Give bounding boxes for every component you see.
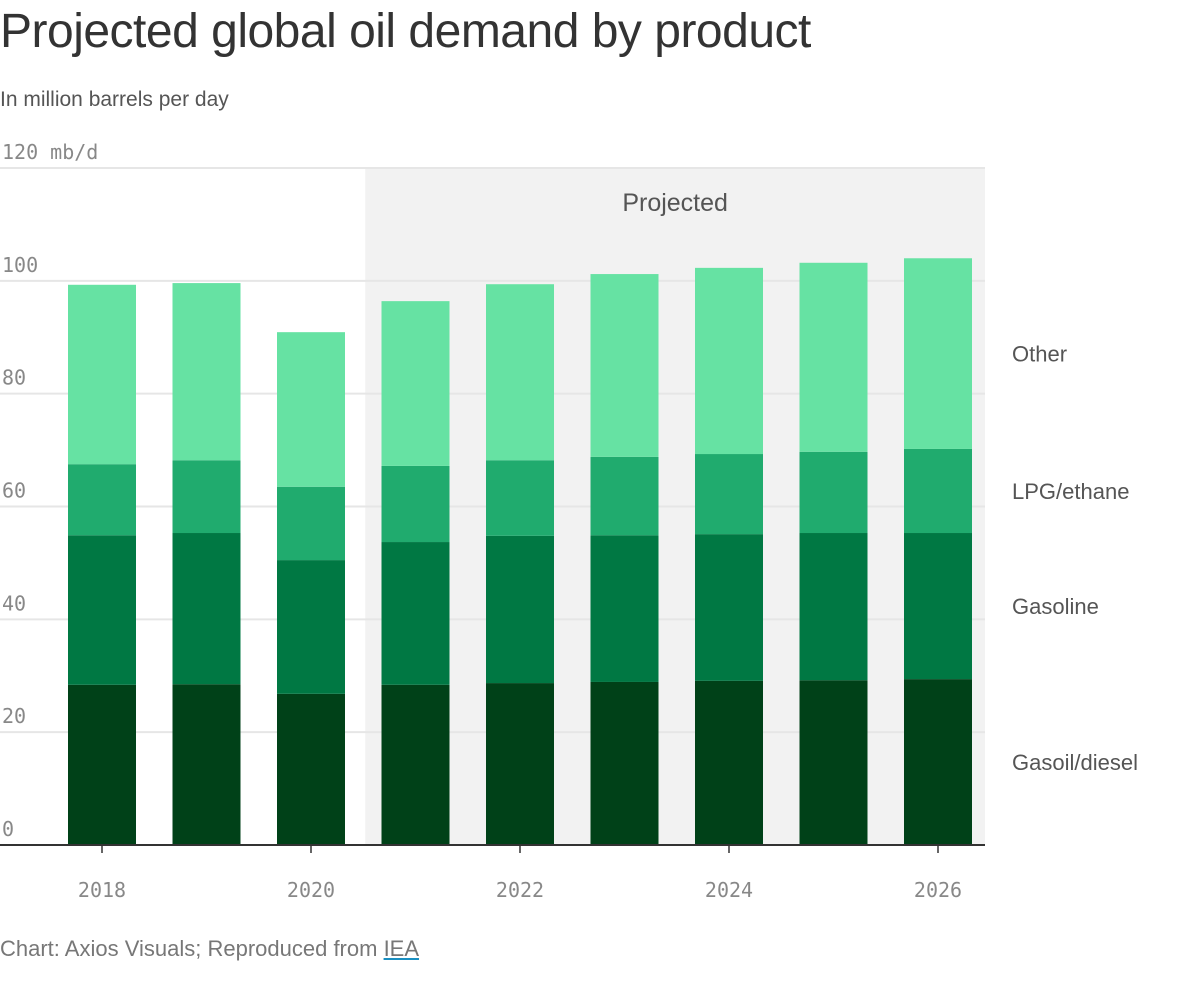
bar-segment-other-2018 — [68, 284, 136, 465]
y-tick-label: 80 — [2, 366, 26, 390]
bar-segment-gasoline-2021 — [381, 542, 450, 685]
bar-segment-gasoil-diesel-2018 — [68, 684, 136, 845]
bar-segment-lpg-ethane-2025 — [799, 451, 868, 534]
bar-segment-gasoil-diesel-2026 — [904, 679, 972, 845]
legend-label: Other — [1012, 342, 1067, 367]
bar-segment-other-2021 — [381, 301, 450, 466]
y-tick-label: 0 — [2, 817, 14, 841]
bar-segment-other-2022 — [486, 284, 554, 461]
bar-segment-other-2020 — [277, 332, 345, 487]
bar-segment-lpg-ethane-2019 — [172, 460, 241, 534]
bar-segment-lpg-ethane-2021 — [381, 465, 450, 543]
bar-segment-gasoil-diesel-2019 — [172, 684, 241, 845]
bar-segment-gasoil-diesel-2020 — [277, 693, 345, 845]
bar-segment-lpg-ethane-2022 — [486, 460, 554, 536]
y-tick-label: 20 — [2, 704, 26, 728]
bar-segment-gasoil-diesel-2023 — [590, 681, 659, 845]
source-note: Chart: Axios Visuals; Reproduced from IE… — [0, 936, 419, 962]
bar-segment-lpg-ethane-2024 — [695, 454, 763, 535]
bar-segment-gasoline-2023 — [590, 535, 659, 682]
bar-segment-lpg-ethane-2026 — [904, 448, 972, 534]
legend-label: Gasoil/diesel — [1012, 750, 1138, 775]
source-link[interactable]: IEA — [383, 936, 420, 961]
bar-segment-gasoline-2024 — [695, 534, 763, 681]
bar-segment-gasoline-2018 — [68, 535, 136, 685]
chart-subtitle: In million barrels per day — [0, 88, 229, 111]
x-tick-label: 2022 — [496, 878, 544, 902]
bar-segment-gasoline-2020 — [277, 560, 345, 694]
legend-label: Gasoline — [1012, 594, 1099, 619]
bar-segment-lpg-ethane-2018 — [68, 464, 136, 536]
bar-segment-gasoil-diesel-2022 — [486, 683, 554, 845]
y-tick-label: 120 mb/d — [2, 140, 98, 164]
bar-segment-lpg-ethane-2020 — [277, 486, 345, 561]
bar-segment-other-2025 — [799, 262, 868, 452]
bar-segment-other-2024 — [695, 267, 763, 455]
x-tick-label: 2026 — [914, 878, 962, 902]
bar-segment-gasoil-diesel-2025 — [799, 680, 868, 845]
bar-segment-gasoline-2026 — [904, 533, 972, 680]
y-tick-label: 60 — [2, 479, 26, 503]
x-tick-label: 2024 — [705, 878, 753, 902]
legend-label: LPG/ethane — [1012, 479, 1129, 504]
bar-segment-gasoil-diesel-2021 — [381, 684, 450, 845]
x-tick-label: 2020 — [287, 878, 335, 902]
bar-segment-gasoline-2019 — [172, 533, 241, 685]
y-tick-label: 100 — [2, 253, 38, 277]
bar-segment-gasoline-2022 — [486, 535, 554, 684]
bar-segment-gasoil-diesel-2024 — [695, 680, 763, 845]
bar-segment-other-2019 — [172, 283, 241, 461]
y-tick-label: 40 — [2, 591, 26, 615]
source-text: Chart: Axios Visuals; Reproduced from — [0, 936, 384, 961]
bar-segment-other-2023 — [590, 274, 659, 457]
x-tick-label: 2018 — [78, 878, 126, 902]
bar-segment-gasoline-2025 — [799, 533, 868, 681]
bar-segment-lpg-ethane-2023 — [590, 456, 659, 536]
bar-segment-other-2026 — [904, 258, 972, 449]
chart-title: Projected global oil demand by product — [0, 5, 811, 58]
projected-label: Projected — [622, 189, 728, 217]
